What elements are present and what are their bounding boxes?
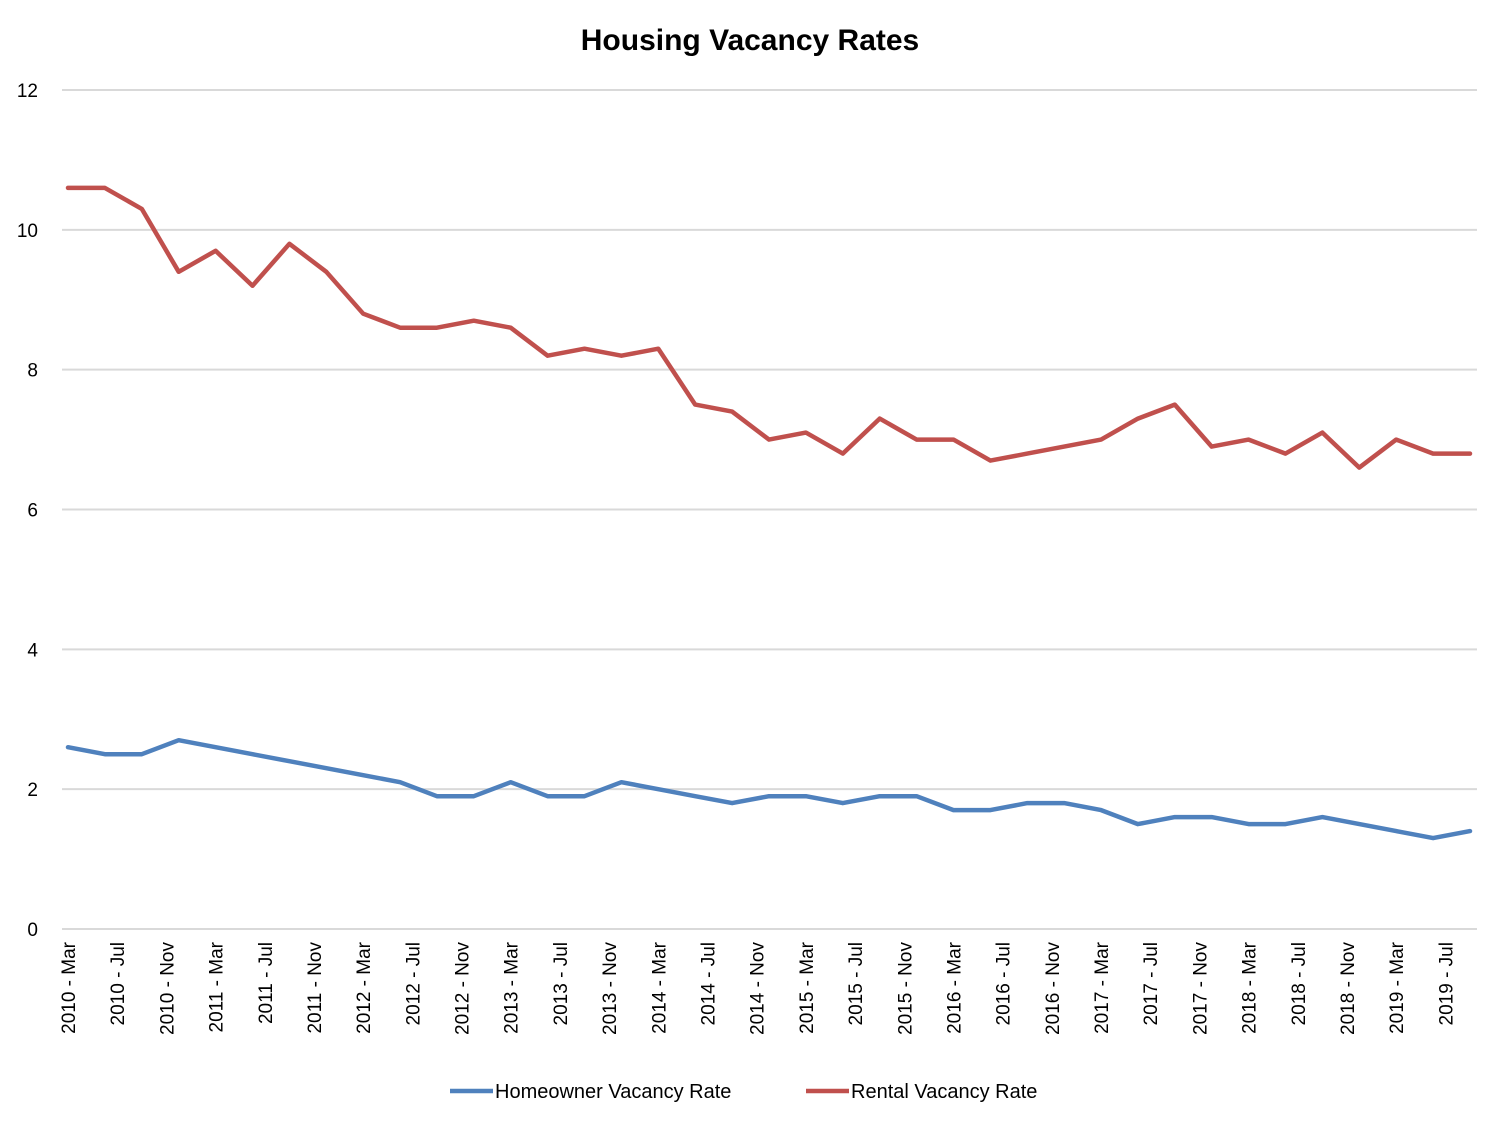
- y-tick-label: 12: [17, 81, 38, 102]
- x-tick-label: 2012 - Nov: [453, 942, 474, 1035]
- x-tick-label: 2018 - Mar: [1240, 941, 1261, 1034]
- x-tick-label: 2017 - Nov: [1190, 942, 1211, 1035]
- x-tick-label: 2017 - Jul: [1141, 942, 1162, 1025]
- legend-label: Rental Vacancy Rate: [851, 1081, 1037, 1103]
- x-tick-label: 2017 - Mar: [1092, 941, 1113, 1034]
- y-tick-label: 4: [27, 640, 38, 661]
- x-tick-label: 2015 - Jul: [846, 942, 867, 1025]
- x-tick-label: 2010 - Mar: [59, 941, 80, 1034]
- chart-title: Housing Vacancy Rates: [581, 24, 919, 57]
- x-tick-label: 2010 - Nov: [157, 942, 178, 1035]
- x-tick-label: 2011 - Nov: [305, 942, 326, 1034]
- series-lines: [65, 185, 1473, 841]
- legend: Homeowner Vacancy Rate Rental Vacancy Rat…: [450, 1081, 1037, 1103]
- x-tick-label: 2015 - Nov: [895, 942, 916, 1035]
- y-tick-label: 8: [27, 361, 38, 382]
- y-tick-label: 2: [27, 780, 38, 801]
- x-axis-tick-labels: 2010 - Mar 2010 - Jul 2010 - Nov 2011 - Mar…: [59, 941, 1457, 1035]
- gridlines: [62, 89, 1477, 930]
- y-tick-label: 6: [27, 501, 38, 522]
- x-tick-label: 2014 - Mar: [649, 941, 670, 1034]
- x-tick-label: 2014 - Nov: [748, 942, 769, 1035]
- x-tick-label: 2013 - Mar: [502, 941, 523, 1034]
- series-line-rental: [65, 185, 1473, 470]
- x-tick-label: 2019 - Mar: [1387, 941, 1408, 1034]
- y-axis-tick-labels: 0 2 4 6 8 10 12: [17, 81, 39, 941]
- x-tick-label: 2013 - Jul: [551, 942, 572, 1025]
- series-line-homeowner: [65, 737, 1473, 841]
- legend-item-homeowner: Homeowner Vacancy Rate: [450, 1081, 731, 1103]
- x-tick-label: 2012 - Jul: [403, 942, 424, 1025]
- x-tick-label: 2018 - Jul: [1289, 942, 1310, 1025]
- legend-label: Homeowner Vacancy Rate: [495, 1081, 731, 1103]
- x-tick-label: 2016 - Jul: [994, 942, 1015, 1025]
- x-tick-label: 2013 - Nov: [600, 942, 621, 1035]
- x-tick-label: 2015 - Mar: [797, 941, 818, 1034]
- y-tick-label: 0: [27, 920, 38, 941]
- x-tick-label: 2019 - Jul: [1436, 942, 1457, 1025]
- x-tick-label: 2012 - Mar: [354, 941, 375, 1034]
- x-tick-label: 2018 - Nov: [1338, 942, 1359, 1035]
- x-tick-label: 2011 - Jul: [256, 942, 277, 1024]
- x-tick-label: 2014 - Jul: [699, 942, 720, 1025]
- y-tick-label: 10: [17, 221, 38, 242]
- x-tick-label: 2016 - Mar: [944, 941, 965, 1034]
- x-tick-label: 2011 - Mar: [207, 941, 228, 1032]
- legend-item-rental: Rental Vacancy Rate: [806, 1081, 1037, 1103]
- x-tick-label: 2016 - Nov: [1043, 942, 1064, 1035]
- x-tick-label: 2010 - Jul: [108, 942, 129, 1025]
